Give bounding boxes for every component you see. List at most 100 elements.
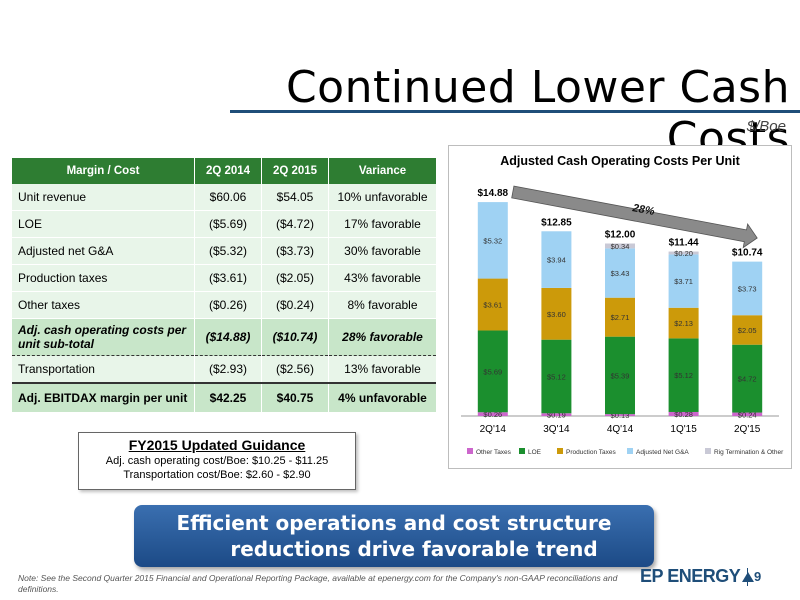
bar-segment [541, 413, 572, 416]
subtotal-2q2015: ($10.74) [261, 318, 329, 356]
bar-segment [732, 261, 763, 316]
logo-text: EP ENERGY [640, 566, 741, 586]
trend-arrow [511, 185, 758, 249]
segment-label: $3.94 [547, 256, 566, 265]
chart-canvas: Adjusted Cash Operating Costs Per Unit $0… [461, 154, 784, 456]
cell-2q2014: ($0.26) [194, 291, 262, 319]
cell-2q2015: $54.05 [261, 184, 329, 211]
cell-2q2014: $60.06 [194, 184, 262, 211]
legend-swatch [519, 448, 525, 454]
segment-label: $0.20 [674, 249, 693, 258]
guidance-cost-line: Adj. cash operating cost/Boe: $10.25 - $… [105, 455, 329, 467]
row-label: Production taxes [12, 264, 195, 292]
cell-2q2015: ($0.24) [261, 291, 329, 319]
bar-segment [477, 412, 508, 416]
legend-swatch [705, 448, 711, 454]
total-row: Adj. EBITDAX margin per unit $42.25 $40.… [12, 382, 436, 413]
bar-segment [668, 254, 699, 308]
subtotal-2q2014: ($14.88) [194, 318, 262, 356]
legend-swatch [557, 448, 563, 454]
bar-total-label: $12.85 [541, 217, 572, 228]
bar-segment [668, 338, 699, 412]
cell-2q2014: ($5.69) [194, 210, 262, 238]
col-2q-2014: 2Q 2014 [194, 158, 262, 184]
page-number: 9 [754, 569, 762, 584]
x-tick-label: 1Q'15 [670, 424, 697, 435]
cell-variance: 17% favorable [328, 210, 436, 238]
x-tick-label: 2Q'14 [480, 424, 507, 435]
bar-segment [605, 414, 635, 416]
bar-segment [605, 297, 635, 337]
segment-label: $3.61 [483, 301, 502, 310]
bar-segment [541, 287, 572, 340]
subtotal-label: Adj. cash operating costs per unit sub-t… [12, 318, 195, 356]
segment-label: $3.43 [611, 269, 630, 278]
cell-2q2015: ($2.05) [261, 264, 329, 292]
segment-label: $5.39 [611, 371, 630, 380]
col-2q-2015: 2Q 2015 [261, 158, 329, 184]
transportation-variance: 13% favorable [328, 355, 436, 384]
total-variance: 4% unfavorable [328, 382, 436, 413]
segment-label: $5.12 [674, 371, 693, 380]
subtotal-variance: 28% favorable [328, 318, 436, 356]
total-2q2014: $42.25 [194, 382, 262, 413]
x-tick-label: 4Q'14 [607, 424, 634, 435]
segment-label: $2.71 [611, 313, 630, 322]
unit-subtitle: $/Boe [746, 118, 786, 135]
guidance-box: FY2015 Updated Guidance Adj. cash operat… [78, 432, 356, 490]
bar-segment [732, 412, 763, 416]
margin-cost-table: Margin / Cost 2Q 2014 2Q 2015 Variance U… [12, 158, 436, 413]
transportation-label: Transportation [12, 355, 195, 384]
legend-swatch [627, 448, 633, 454]
segment-label: $5.12 [547, 372, 566, 381]
guidance-transport-line: Transportation cost/Boe: $2.60 - $2.90 [123, 469, 311, 481]
bar-total-label: $12.00 [605, 230, 636, 241]
table-row: Other taxes ($0.26) ($0.24) 8% favorable [12, 291, 436, 319]
mountain-icon [742, 572, 755, 582]
bar-segment [477, 330, 508, 413]
trend-annotation: 28% [631, 202, 656, 218]
col-variance: Variance [328, 158, 436, 184]
bar-segment [668, 411, 699, 416]
cost-chart: Adjusted Cash Operating Costs Per Unit $0… [448, 145, 792, 469]
total-2q2015: $40.75 [261, 382, 329, 413]
segment-label: $0.13 [611, 411, 630, 420]
cell-variance: 10% unfavorable [328, 184, 436, 211]
bar-segment [605, 336, 635, 415]
segment-label: $5.69 [483, 367, 502, 376]
total-label: Adj. EBITDAX margin per unit [12, 382, 195, 413]
bar-segment [541, 339, 572, 414]
cell-2q2015: ($3.73) [261, 237, 329, 265]
segment-label: $2.13 [674, 319, 693, 328]
bar-segment [605, 248, 635, 298]
cell-variance: 8% favorable [328, 291, 436, 319]
subtotal-row: Adj. cash operating costs per unit sub-t… [12, 318, 436, 356]
cell-2q2015: ($4.72) [261, 210, 329, 238]
banner-line-1: Efficient operations and cost structure [176, 511, 612, 535]
table-row: Unit revenue $60.06 $54.05 10% unfavorab… [12, 184, 436, 211]
footnote: Note: See the Second Quarter 2015 Financ… [18, 573, 618, 594]
legend-label: LOE [528, 449, 542, 456]
segment-label: $0.28 [674, 410, 693, 419]
transportation-2q2014: ($2.93) [194, 355, 262, 384]
cell-2q2014: ($3.61) [194, 264, 262, 292]
transportation-2q2015: ($2.56) [261, 355, 329, 384]
title-divider [230, 110, 800, 113]
guidance-title: FY2015 Updated Guidance [128, 437, 306, 453]
table-row: Adjusted net G&A ($5.32) ($3.73) 30% fav… [12, 237, 436, 265]
chart-title: Adjusted Cash Operating Costs Per Unit [500, 154, 740, 168]
segment-label: $2.05 [738, 326, 757, 335]
bar-total-label: $14.88 [478, 188, 509, 199]
x-tick-label: 3Q'14 [543, 424, 570, 435]
bar-segment [541, 231, 572, 288]
bar-segment [605, 243, 635, 249]
bar-segment [668, 307, 699, 339]
banner-line-2: reductions drive favorable trend [230, 537, 598, 561]
legend-label: Other Taxes [476, 449, 512, 456]
segment-label: $3.60 [547, 310, 566, 319]
segment-label: $0.26 [483, 410, 502, 419]
legend-label: Adjusted Net G&A [636, 449, 689, 456]
table-header-row: Margin / Cost 2Q 2014 2Q 2015 Variance [12, 158, 436, 184]
footer-divider [747, 568, 748, 586]
bar-total-label: $10.74 [732, 248, 763, 259]
